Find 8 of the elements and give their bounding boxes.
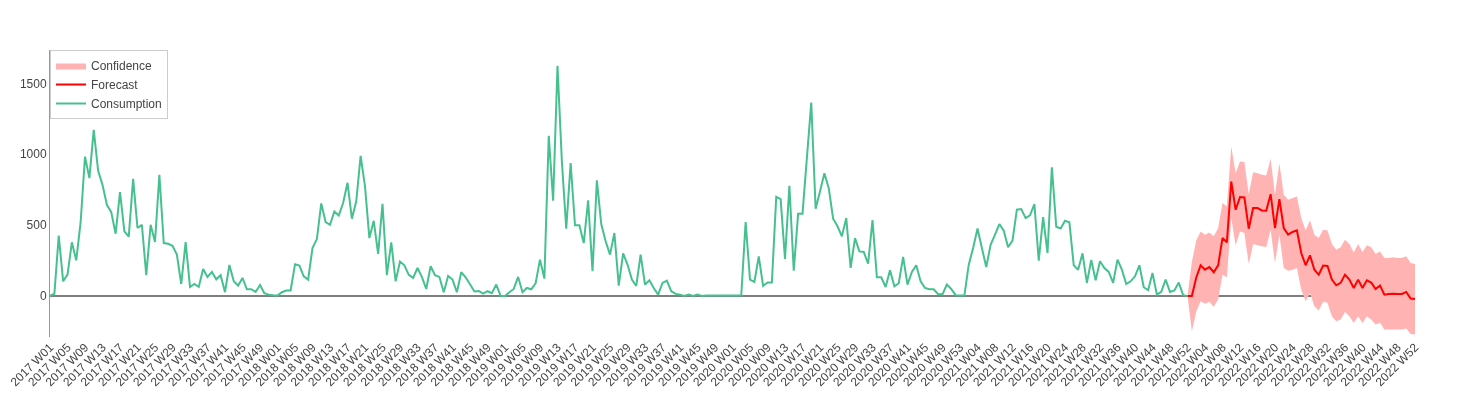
legend-label: Consumption xyxy=(91,97,162,112)
legend-label: Confidence xyxy=(91,59,153,74)
y-tick-label: 500 xyxy=(26,218,47,233)
y-tick-label: 0 xyxy=(39,289,47,304)
legend-label: Forecast xyxy=(91,78,139,93)
line-series xyxy=(1186,180,1415,300)
y-tick-label: 1500 xyxy=(19,76,47,91)
y-tick-label: 1000 xyxy=(19,147,47,162)
